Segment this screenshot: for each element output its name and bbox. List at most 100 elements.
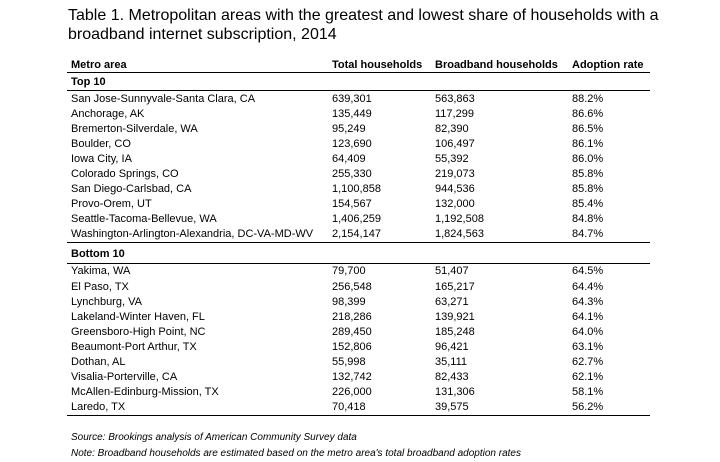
cell-total-households: 79,700 (332, 265, 366, 278)
cell-adoption-rate: 56.2% (568, 399, 650, 416)
cell-broadband-households: 185,248 (435, 325, 475, 338)
cell-broadband-households: 1,824,563 (431, 226, 568, 243)
cell-total-households: 2,154,147 (328, 226, 431, 243)
group-header-row: Top 10 (67, 72, 650, 91)
table-row: Lakeland-Winter Haven, FL 218,286 139,921 6… (67, 309, 650, 324)
cell-broadband-households: 1,192,508 (435, 213, 484, 226)
cell-adoption-rate: 64.4% (572, 280, 604, 293)
cell-total-households: 95,249 (332, 122, 366, 135)
table-body: Top 10 San Jose-Sunnyvale-Santa Clara, CA… (67, 72, 650, 416)
cell-metro-area: Dothan, AL (71, 356, 126, 369)
cell-metro-area: McAllen-Edinburg-Mission, TX (71, 386, 219, 399)
cell-metro-area: Washington-Arlington-Alexandria, DC-VA-M… (67, 226, 328, 243)
cell-broadband-households: 96,421 (435, 340, 469, 353)
table-row: Colorado Springs, CO 255,330 219,073 85.8% (67, 166, 650, 181)
cell-adoption-rate: 64.0% (572, 325, 604, 338)
table-row: Provo-Orem, UT 154,567 132,000 85.4% (67, 197, 650, 212)
cell-total-households: 98,399 (332, 295, 366, 308)
header-row: Metro area Total households Broadband ho… (67, 57, 650, 73)
cell-metro-area: El Paso, TX (71, 280, 129, 293)
cell-total-households: 1,100,858 (332, 183, 381, 196)
table-row: Seattle-Tacoma-Bellevue, WA 1,406,259 1,19… (67, 212, 650, 227)
cell-metro-area: Lynchburg, VA (71, 295, 142, 308)
table-row: McAllen-Edinburg-Mission, TX 226,000 131,3… (67, 385, 650, 400)
cell-metro-area: Visalia-Porterville, CA (71, 371, 178, 384)
cell-total-households: 64,409 (332, 152, 366, 165)
cell-broadband-households: 944,536 (435, 183, 475, 196)
cell-adoption-rate: 85.8% (572, 183, 604, 196)
cell-total-households: 218,286 (332, 310, 372, 323)
cell-broadband-households: 39,575 (431, 399, 568, 416)
cell-metro-area: Anchorage, AK (71, 107, 145, 120)
source-note: Source: Brookings analysis of American C… (71, 432, 357, 443)
cell-broadband-households: 563,863 (435, 92, 475, 105)
cell-adoption-rate: 84.7% (568, 226, 650, 243)
cell-adoption-rate: 62.7% (572, 356, 604, 369)
cell-broadband-households: 82,390 (435, 122, 469, 135)
cell-metro-area: San Jose-Sunnyvale-Santa Clara, CA (71, 92, 256, 105)
cell-total-households: 123,690 (332, 137, 372, 150)
column-header-broadband-households: Broadband households (431, 57, 568, 73)
cell-metro-area: Laredo, TX (67, 399, 328, 416)
cell-broadband-households: 63,271 (435, 295, 469, 308)
table-notes: Source: Brookings analysis of American C… (71, 430, 521, 462)
cell-total-households: 639,301 (332, 92, 372, 105)
cell-metro-area: Greensboro-High Point, NC (71, 325, 206, 338)
table-row: Bremerton-Silverdale, WA 95,249 82,390 86.5… (67, 121, 650, 136)
cell-adoption-rate: 62.1% (572, 371, 604, 384)
cell-total-households: 1,406,259 (332, 213, 381, 226)
table-row: Boulder, CO 123,690 106,497 86.1% (67, 136, 650, 151)
cell-adoption-rate: 86.1% (572, 137, 604, 150)
cell-metro-area: Iowa City, IA (71, 152, 132, 165)
table-row: Iowa City, IA 64,409 55,392 86.0% (67, 151, 650, 166)
cell-adoption-rate: 85.8% (572, 168, 604, 181)
cell-metro-area: Colorado Springs, CO (71, 168, 179, 181)
table-row: Greensboro-High Point, NC 289,450 185,248 6… (67, 324, 650, 339)
cell-metro-area: Lakeland-Winter Haven, FL (71, 310, 205, 323)
cell-metro-area: Seattle-Tacoma-Bellevue, WA (71, 213, 217, 226)
cell-broadband-households: 132,000 (435, 198, 475, 211)
table-title: Table 1. Metropolitan areas with the gre… (68, 6, 708, 44)
cell-adoption-rate: 86.6% (572, 107, 604, 120)
column-header-metro-area: Metro area (67, 57, 328, 73)
cell-metro-area: San Diego-Carlsbad, CA (71, 183, 192, 196)
cell-metro-area: Bremerton-Silverdale, WA (71, 122, 198, 135)
cell-adoption-rate: 64.3% (572, 295, 604, 308)
cell-total-households: 226,000 (332, 386, 372, 399)
cell-total-households: 132,742 (332, 371, 372, 384)
cell-broadband-households: 219,073 (435, 168, 475, 181)
cell-broadband-households: 51,407 (435, 265, 469, 278)
table-title-line-1: Table 1. Metropolitan areas with the gre… (68, 7, 659, 24)
group-label: Bottom 10 (67, 245, 650, 264)
table-row: Anchorage, AK 135,449 117,299 86.6% (67, 106, 650, 121)
cell-total-households: 152,806 (332, 340, 372, 353)
cell-adoption-rate: 88.2% (572, 92, 604, 105)
cell-broadband-households: 82,433 (435, 371, 469, 384)
cell-broadband-households: 55,392 (435, 152, 469, 165)
cell-adoption-rate: 86.0% (572, 152, 604, 165)
column-header-adoption-rate: Adoption rate (568, 57, 650, 73)
cell-total-households: 70,418 (328, 399, 431, 416)
column-header-total-households: Total households (328, 57, 431, 73)
cell-total-households: 255,330 (332, 168, 372, 181)
table-row: San Diego-Carlsbad, CA 1,100,858 944,536 85… (67, 182, 650, 197)
table-row: Visalia-Porterville, CA 132,742 82,433 62.1… (67, 370, 650, 385)
table-title-line-2: broadband internet subscription, 2014 (68, 26, 337, 43)
cell-adoption-rate: 58.1% (572, 386, 604, 399)
cell-total-households: 289,450 (332, 325, 372, 338)
cell-broadband-households: 35,111 (435, 356, 468, 369)
cell-adoption-rate: 84.8% (572, 213, 604, 226)
group-label: Top 10 (67, 72, 650, 91)
table-row: San Jose-Sunnyvale-Santa Clara, CA 639,30… (67, 91, 650, 107)
cell-metro-area: Beaumont-Port Arthur, TX (71, 340, 197, 353)
table-row: Dothan, AL 55,998 35,111 62.7% (67, 355, 650, 370)
cell-adoption-rate: 86.5% (572, 122, 604, 135)
group-header-row: Bottom 10 (67, 245, 650, 264)
table-row: Washington-Arlington-Alexandria, DC-VA-M… (67, 226, 650, 243)
cell-total-households: 256,548 (332, 280, 372, 293)
table-row: Laredo, TX 70,418 39,575 56.2% (67, 399, 650, 416)
table-row: Beaumont-Port Arthur, TX 152,806 96,421 63.… (67, 339, 650, 354)
cell-total-households: 135,449 (332, 107, 372, 120)
cell-total-households: 154,567 (332, 198, 372, 211)
